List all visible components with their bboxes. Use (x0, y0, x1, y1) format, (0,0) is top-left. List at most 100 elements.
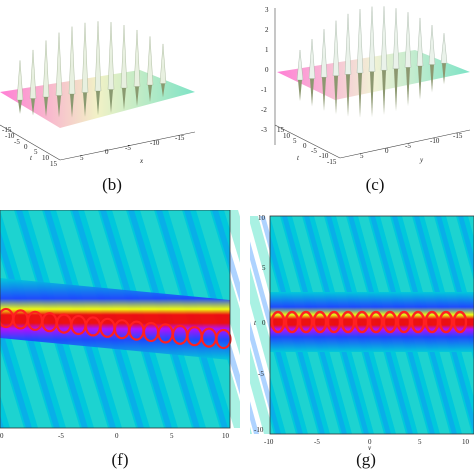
svg-text:0: 0 (105, 148, 109, 156)
spike-trough (44, 97, 48, 117)
y-axis-label: y (367, 444, 372, 450)
spike-peak (146, 36, 154, 86)
t-axis-label: t (30, 154, 33, 162)
spike-peak (29, 49, 37, 99)
spike-trough (96, 91, 100, 116)
svg-text:10: 10 (462, 438, 470, 446)
svg-text:-5: -5 (14, 138, 20, 146)
spike-peak (404, 12, 412, 68)
spike-trough (109, 89, 113, 114)
svg-text:15: 15 (277, 126, 285, 134)
surface-spikes (296, 6, 448, 118)
t-axis-label: t (297, 154, 300, 162)
svg-text:0: 0 (303, 142, 307, 150)
spike-trough (83, 92, 87, 117)
caption-c: (c) (365, 175, 385, 194)
spike-peak (356, 9, 364, 74)
spike-peak (107, 22, 115, 90)
soliton-core (270, 310, 468, 334)
svg-text:-10: -10 (254, 426, 264, 434)
svg-text:10: 10 (258, 214, 266, 222)
spike-peak (159, 43, 167, 84)
spike-peak (81, 22, 89, 93)
t-axis-ticks: -15 -10 -5 0 5 10 15 (2, 126, 58, 168)
svg-text:-5: -5 (125, 144, 131, 152)
spike-trough (430, 64, 434, 93)
panel-f-density-plot: 0 -5 0 5 10 (0, 210, 240, 440)
panel-g-density-plot: t 10 5 0 -5 -10 -10 -5 0 5 10 y (250, 210, 474, 450)
spike-peak (296, 49, 304, 81)
svg-text:5: 5 (293, 137, 297, 145)
spike-peak (428, 25, 436, 65)
x-axis-label: x (139, 157, 144, 165)
y-axis-label: y (419, 156, 424, 164)
svg-text:3: 3 (265, 6, 269, 14)
svg-text:0: 0 (368, 438, 372, 446)
t-axis-label: t (254, 319, 257, 327)
spike-peak (55, 32, 63, 96)
svg-text:5: 5 (262, 264, 266, 272)
svg-text:5: 5 (360, 152, 364, 160)
svg-text:0: 0 (24, 143, 28, 151)
svg-text:0: 0 (262, 319, 266, 327)
spike-peak (416, 17, 424, 67)
spike-peak (68, 26, 76, 95)
svg-text:-3: -3 (261, 126, 267, 134)
t-axis-ticks: 10 5 0 -5 -10 (254, 214, 266, 434)
spike-trough (370, 71, 374, 118)
spike-trough (161, 83, 165, 98)
spike-peak (16, 60, 24, 101)
spike-trough (70, 94, 74, 118)
spike-trough (382, 70, 386, 115)
svg-text:10: 10 (222, 432, 230, 440)
svg-text:0: 0 (115, 432, 119, 440)
svg-text:2: 2 (265, 26, 269, 34)
caption-g: (g) (356, 450, 376, 469)
svg-text:5: 5 (418, 438, 422, 446)
spike-peak (308, 39, 316, 79)
svg-text:5: 5 (34, 148, 38, 156)
svg-text:0: 0 (385, 147, 389, 155)
spike-peak (344, 13, 352, 75)
svg-text:0: 0 (0, 432, 4, 440)
svg-text:5: 5 (80, 154, 84, 162)
panel-c-surface-plot: 3 2 1 0 -1 -2 -3 t y 15 10 5 0 -5 -10 -1… (255, 0, 474, 170)
spike-trough (148, 85, 152, 103)
spike-peak (94, 21, 102, 92)
spike-peak (368, 6, 376, 72)
svg-text:15: 15 (50, 160, 58, 168)
svg-text:-10: -10 (264, 438, 274, 446)
svg-text:5: 5 (170, 432, 174, 440)
x-axis-ticks: 0 -5 0 5 10 (0, 432, 230, 440)
spike-trough (334, 75, 338, 115)
y-axis-ticks: 5 0 -5 -10 -15 (360, 132, 463, 160)
spike-trough (406, 67, 410, 107)
svg-text:-15: -15 (453, 132, 463, 140)
svg-text:-2: -2 (261, 106, 267, 114)
y-axis-ticks: -10 -5 0 5 10 (264, 438, 470, 446)
svg-text:-5: -5 (405, 142, 411, 150)
z-axis-ticks: 3 2 1 0 -1 -2 -3 (261, 6, 269, 134)
svg-text:-10: -10 (430, 137, 440, 145)
spike-trough (322, 77, 326, 111)
svg-text:-10: -10 (150, 139, 160, 147)
surface-spikes (16, 21, 167, 118)
svg-text:-5: -5 (58, 432, 64, 440)
spike-trough (31, 98, 35, 116)
svg-text:0: 0 (265, 66, 269, 74)
svg-text:-5: -5 (314, 438, 320, 446)
svg-text:-5: -5 (311, 147, 317, 155)
spike-peak (440, 33, 448, 64)
svg-text:10: 10 (283, 132, 291, 140)
svg-text:-1: -1 (261, 86, 267, 94)
panel-b-surface-plot: t x -15 -10 -5 0 5 10 15 5 0 -5 -10 -15 (0, 0, 200, 170)
svg-text:1: 1 (265, 46, 269, 54)
spike-trough (122, 88, 126, 111)
t-axis-ticks: 15 10 5 0 -5 -10 -15 (277, 126, 337, 166)
spike-trough (298, 80, 302, 102)
spike-trough (394, 68, 398, 112)
spike-trough (358, 73, 362, 118)
spike-peak (332, 20, 340, 77)
spike-trough (442, 63, 446, 85)
soliton-band (0, 278, 230, 360)
